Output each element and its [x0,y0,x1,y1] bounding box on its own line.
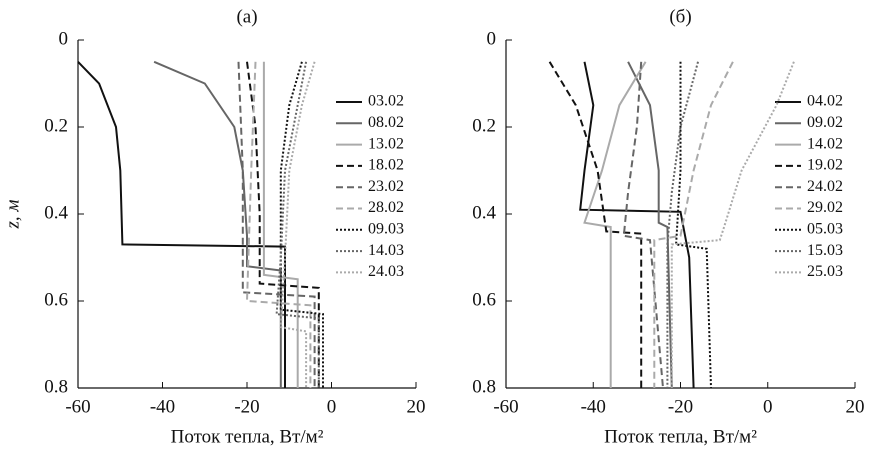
legend-label: 15.03 [807,242,843,259]
flux-line [275,61,320,388]
flux-line [666,61,699,388]
legend-label: 08.02 [368,114,404,131]
flux-line [653,61,734,388]
legend-label: 09.02 [807,114,843,131]
x-tick-label: 0 [763,396,773,417]
x-tick-label: -40 [150,396,175,417]
flux-line [279,61,324,388]
y-tick-label: 0 [59,28,69,49]
y-tick-label: 0.4 [472,202,496,223]
panel-title: (а) [236,6,257,27]
flux-line [279,61,316,388]
y-tick-label: 0.6 [44,289,68,310]
y-tick-label: 0.4 [44,202,68,223]
legend-label: 18.02 [368,157,404,174]
legend-label: 13.02 [368,135,404,152]
legend: 04.02 09.02 14.02 19.02 24.02 29.02 05.03 15.03… [775,93,843,280]
legend-label: 25.03 [807,263,843,280]
y-tick-label: 0.6 [472,289,496,310]
legend-label: 09.03 [368,220,404,237]
flux-line [246,61,320,388]
y-tick-label: 0 [487,28,497,49]
x-tick-label: 20 [846,396,865,417]
y-tick-label: 0.8 [472,376,496,397]
legend-label: 14.03 [368,242,404,259]
y-tick-label: 0.2 [472,115,496,136]
legend-label: 24.02 [807,178,843,195]
x-tick-label: -60 [65,396,90,417]
panel-title: (б) [669,6,691,27]
y-axis-label: z, м [2,199,23,229]
y-tick-label: 0.2 [44,115,68,136]
legend-label: 14.02 [807,135,843,152]
x-tick-label: -20 [668,396,693,417]
flux-line [579,61,695,389]
flux-line [583,61,647,388]
x-tick-label: -40 [581,396,606,417]
flux-line [670,61,795,388]
flux-line [622,61,664,389]
legend-label: 19.02 [807,157,843,174]
flux-line [675,61,712,389]
flux-line [627,61,673,389]
x-axis-label: Поток тепла, Вт/м² [171,426,324,447]
legend-label: 23.02 [368,178,404,195]
flux-line [153,60,282,388]
legend: 03.02 08.02 13.02 18.02 23.02 28.02 09.03 14.03… [336,93,404,280]
flux-line [237,61,316,388]
legend-label: 28.02 [368,199,404,216]
legend-label: 04.02 [807,93,843,110]
legend-label: 05.03 [807,220,843,237]
legend-label: 24.03 [368,263,404,280]
x-tick-label: -20 [234,396,259,417]
legend-label: 29.02 [807,199,843,216]
flux-line [77,61,286,388]
x-tick-label: 20 [407,396,426,417]
y-tick-label: 0.8 [44,376,68,397]
x-axis-label: Поток тепла, Вт/м² [604,426,757,447]
x-tick-label: -60 [493,396,518,417]
flux-line [245,61,312,388]
flux-line [262,61,299,388]
x-tick-label: 0 [327,396,337,417]
legend-label: 03.02 [368,93,404,110]
